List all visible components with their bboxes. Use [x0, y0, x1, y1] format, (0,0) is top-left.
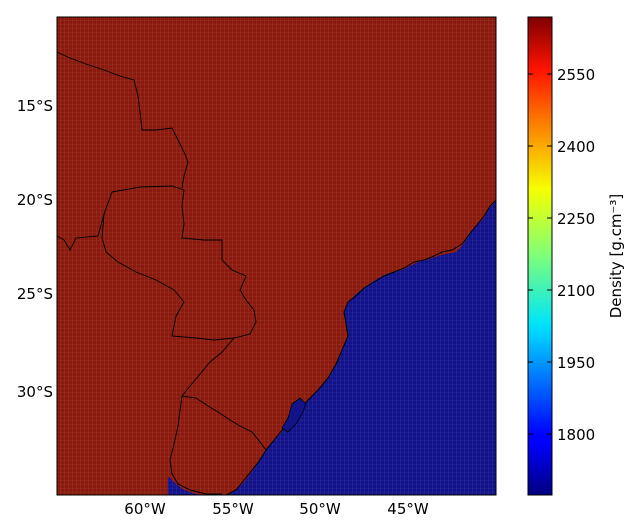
coastline — [225, 199, 496, 495]
lagoon — [281, 397, 307, 433]
lat-label-15s: 15°S — [17, 97, 53, 115]
border-bolivia-brazil — [57, 51, 189, 189]
lat-label-25s: 25°S — [17, 285, 53, 303]
border-argentina-brazil — [169, 337, 235, 461]
colorbar-label: Density [g.cm⁻³] — [607, 194, 625, 319]
cbar-tick-1950: 1950 — [557, 354, 595, 372]
coastline-uruguay — [169, 459, 222, 495]
colorbar-gradient — [527, 16, 553, 496]
lon-label-50w: 50°W — [299, 500, 341, 518]
lon-tick-labels: 60°W 55°W 50°W 45°W — [124, 500, 429, 518]
lat-label-30s: 30°S — [17, 383, 53, 401]
cbar-tick-2250: 2250 — [557, 210, 595, 228]
border-argentina-north — [57, 213, 105, 251]
cbar-tick-2400: 2400 — [557, 138, 595, 156]
cbar-tick-2100: 2100 — [557, 282, 595, 300]
border-uruguay — [181, 395, 267, 451]
grid-mesh — [57, 17, 496, 495]
cbar-tick-2550: 2550 — [557, 66, 595, 84]
map-frame — [56, 16, 497, 496]
cbar-tick-1800: 1800 — [557, 426, 595, 444]
colorbar: 2550 2400 2250 2100 1950 1800 Density [g… — [527, 16, 625, 496]
lat-label-20s: 20°S — [17, 191, 53, 209]
lat-tick-labels: 15°S 20°S 25°S 30°S — [17, 97, 53, 401]
border-paraguay — [101, 185, 257, 341]
colorbar-tick-labels: 2550 2400 2250 2100 1950 1800 — [557, 66, 595, 444]
colorbar-ticks — [528, 73, 552, 435]
lon-label-60w: 60°W — [124, 500, 166, 518]
lon-label-45w: 45°W — [387, 500, 429, 518]
lon-label-55w: 55°W — [212, 500, 254, 518]
map-axes: 15°S 20°S 25°S 30°S 60°W 55°W 50°W 45°W — [17, 16, 497, 518]
